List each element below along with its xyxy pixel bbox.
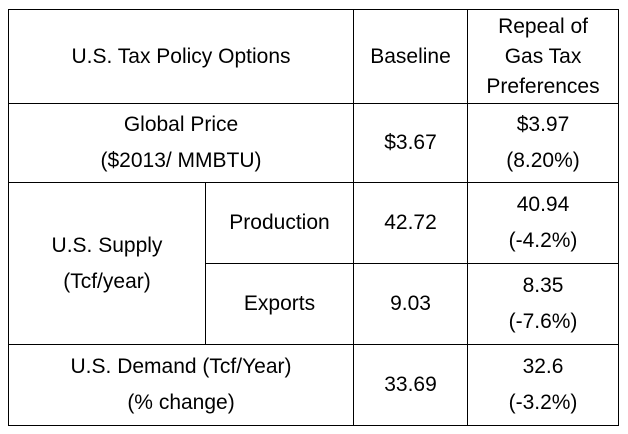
demand-repeal-change: (-3.2%) bbox=[508, 391, 578, 415]
demand-label: U.S. Demand (Tcf/Year) (% change) bbox=[7, 344, 355, 426]
exports-baseline-value: 9.03 bbox=[390, 292, 431, 316]
exports-repeal-value: 8.35 bbox=[522, 274, 564, 298]
demand-baseline: 33.69 bbox=[353, 344, 469, 426]
global-price-label-line-2: ($2013/ MMBTU) bbox=[100, 149, 262, 173]
exports-label-text: Exports bbox=[243, 292, 316, 316]
header-options-label: U.S. Tax Policy Options bbox=[71, 44, 291, 68]
production-label-text: Production bbox=[229, 211, 330, 235]
demand-label-line-2: (% change) bbox=[127, 391, 235, 415]
global-price-baseline-value: $3.67 bbox=[384, 131, 437, 155]
demand-label-line-1: U.S. Demand (Tcf/Year) bbox=[70, 355, 292, 379]
header-repeal-line-2: Gas Tax bbox=[504, 44, 582, 68]
header-options: U.S. Tax Policy Options bbox=[7, 8, 355, 105]
production-baseline: 42.72 bbox=[353, 182, 469, 265]
global-price-repeal-value: $3.97 bbox=[516, 113, 570, 137]
header-baseline-label: Baseline bbox=[370, 44, 451, 68]
global-price-baseline: $3.67 bbox=[353, 103, 469, 184]
tax-policy-table: U.S. Tax Policy Options Baseline Repeal … bbox=[7, 8, 620, 426]
production-label: Production bbox=[204, 182, 355, 265]
demand-repeal: 32.6 (-3.2%) bbox=[467, 344, 620, 426]
supply-label-line-1: U.S. Supply bbox=[51, 233, 163, 257]
header-baseline: Baseline bbox=[353, 8, 469, 105]
production-row: U.S. Supply (Tcf/year) Production 42.72 … bbox=[8, 182, 620, 346]
exports-repeal-change: (-7.6%) bbox=[508, 310, 578, 334]
exports-label: Exports bbox=[204, 263, 355, 346]
header-repeal-line-3: Preferences bbox=[486, 74, 600, 98]
global-price-label: Global Price ($2013/ MMBTU) bbox=[7, 103, 355, 184]
header-repeal: Repeal of Gas Tax Preferences bbox=[467, 8, 620, 105]
demand-row: U.S. Demand (Tcf/Year) (% change) 33.69 … bbox=[7, 344, 620, 426]
production-repeal: 40.94 (-4.2%) bbox=[467, 182, 620, 265]
header-repeal-line-1: Repeal of bbox=[498, 14, 588, 38]
production-repeal-value: 40.94 bbox=[516, 193, 570, 217]
global-price-label-line-1: Global Price bbox=[123, 113, 239, 137]
demand-repeal-value: 32.6 bbox=[522, 355, 564, 379]
supply-label-line-2: (Tcf/year) bbox=[63, 269, 151, 293]
exports-baseline: 9.03 bbox=[353, 263, 469, 346]
exports-repeal: 8.35 (-7.6%) bbox=[467, 263, 620, 346]
supply-label: U.S. Supply (Tcf/year) bbox=[8, 182, 206, 346]
header-row: U.S. Tax Policy Options Baseline Repeal … bbox=[7, 8, 620, 105]
demand-baseline-value: 33.69 bbox=[384, 373, 437, 397]
production-baseline-value: 42.72 bbox=[384, 211, 437, 235]
exports-row: Exports 9.03 8.35 (-7.6%) bbox=[9, 263, 620, 346]
global-price-row: Global Price ($2013/ MMBTU) $3.67 $3.97 … bbox=[7, 103, 620, 184]
global-price-repeal-change: (8.20%) bbox=[506, 149, 580, 173]
global-price-repeal: $3.97 (8.20%) bbox=[467, 103, 620, 184]
production-repeal-change: (-4.2%) bbox=[508, 229, 578, 253]
